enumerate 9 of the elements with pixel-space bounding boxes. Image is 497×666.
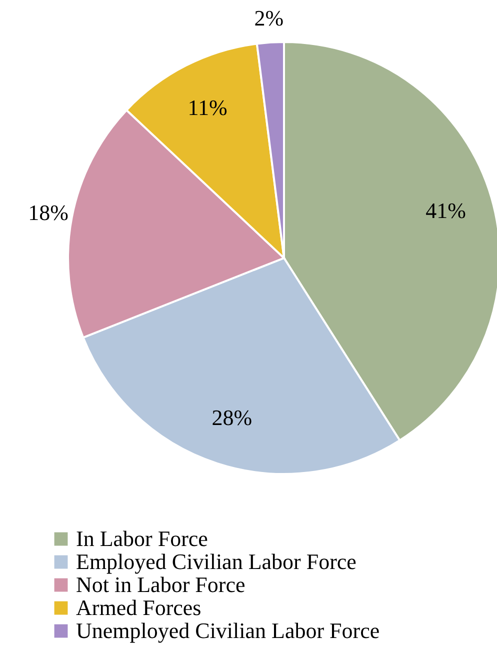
legend-label: In Labor Force (76, 526, 208, 551)
data-label: 41% (426, 198, 466, 223)
legend-label: Armed Forces (76, 595, 202, 620)
data-label: 11% (188, 94, 228, 120)
legend-label: Unemployed Civilian Labor Force (76, 618, 380, 643)
data-label: 2% (254, 5, 284, 30)
data-label: 28% (212, 405, 252, 430)
legend-label: Employed Civilian Labor Force (76, 549, 356, 574)
data-label: 18% (28, 200, 68, 226)
